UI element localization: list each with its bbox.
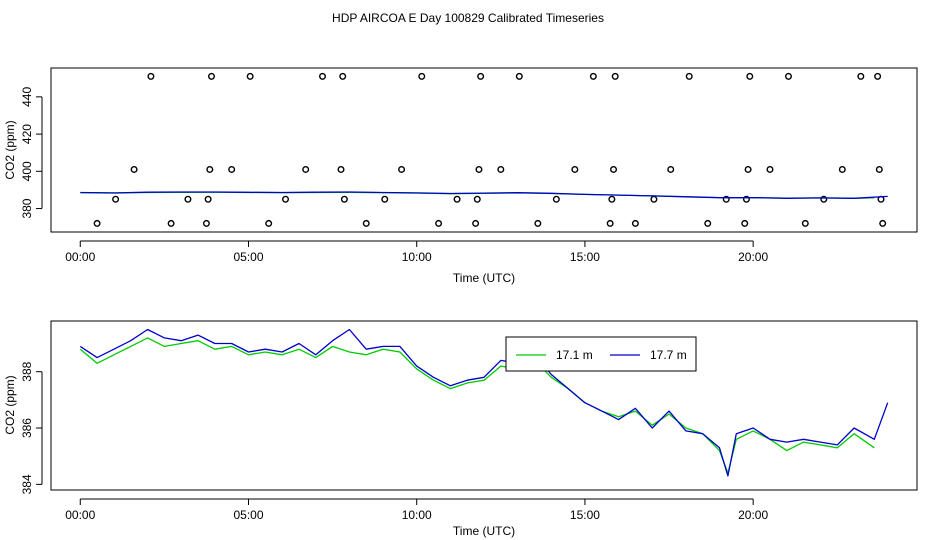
upper-x-axis-label: Time (UTC) bbox=[453, 271, 515, 285]
upper-data-point bbox=[418, 72, 426, 80]
upper-data-point bbox=[589, 72, 597, 80]
lower-y-tick-label: 388 bbox=[20, 361, 34, 381]
upper-data-point bbox=[362, 219, 370, 227]
lower-plot-marks bbox=[79, 328, 889, 477]
upper-data-point bbox=[606, 219, 614, 227]
lower-panel: 00:00 05:00 10:00 15:00 20:00 384 386 388 Time… bbox=[3, 320, 918, 538]
upper-data-point bbox=[746, 72, 754, 80]
upper-data-point bbox=[398, 165, 406, 173]
upper-y-tick-label: 440 bbox=[20, 87, 34, 107]
upper-data-point bbox=[265, 219, 273, 227]
lower-x-axis-label: Time (UTC) bbox=[453, 524, 515, 538]
upper-data-point bbox=[552, 195, 560, 203]
upper-data-point bbox=[202, 219, 210, 227]
upper-y-axis-label: CO2 (ppm) bbox=[3, 120, 17, 179]
upper-series-line-2 bbox=[80, 191, 888, 199]
lower-x-tick-label: 20:00 bbox=[738, 508, 768, 522]
upper-y-tick-label: 380 bbox=[20, 198, 34, 218]
upper-data-point bbox=[337, 165, 345, 173]
upper-data-point bbox=[611, 72, 619, 80]
upper-data-point bbox=[534, 219, 542, 227]
lower-y-tick-label: 386 bbox=[20, 418, 34, 438]
upper-data-point bbox=[744, 165, 752, 173]
upper-data-point bbox=[608, 195, 616, 203]
upper-data-point bbox=[801, 219, 809, 227]
upper-data-point bbox=[704, 219, 712, 227]
upper-plot-frame bbox=[50, 67, 918, 233]
upper-panel: 00:00 05:00 10:00 15:00 20:00 380 400 420 440 T… bbox=[3, 67, 918, 285]
upper-data-point bbox=[340, 195, 348, 203]
lower-x-tick-label: 00:00 bbox=[65, 508, 95, 522]
upper-data-point bbox=[206, 165, 214, 173]
upper-data-point bbox=[610, 165, 618, 173]
upper-data-point bbox=[473, 195, 481, 203]
upper-data-point bbox=[381, 195, 389, 203]
upper-x-tick-label: 05:00 bbox=[233, 250, 263, 264]
legend-box bbox=[505, 336, 697, 372]
upper-data-point bbox=[722, 195, 730, 203]
lower-series-line-1 bbox=[79, 328, 889, 477]
legend-label-17-7m: 17.7 m bbox=[650, 348, 687, 362]
upper-data-point bbox=[875, 165, 883, 173]
legend-label-17-1m: 17.1 m bbox=[556, 348, 593, 362]
upper-data-point bbox=[650, 195, 658, 203]
upper-data-point bbox=[147, 72, 155, 80]
upper-data-point bbox=[281, 195, 289, 203]
upper-data-point bbox=[874, 72, 882, 80]
upper-data-point bbox=[472, 219, 480, 227]
upper-data-point bbox=[435, 219, 443, 227]
lower-x-tick-label: 05:00 bbox=[233, 508, 263, 522]
upper-data-point bbox=[766, 165, 774, 173]
upper-data-point bbox=[857, 72, 865, 80]
upper-data-point bbox=[207, 72, 215, 80]
upper-data-point bbox=[741, 219, 749, 227]
upper-data-point bbox=[204, 195, 212, 203]
lower-y-axis: 384 386 388 bbox=[20, 361, 43, 494]
upper-data-point bbox=[453, 195, 461, 203]
upper-data-point bbox=[93, 219, 101, 227]
upper-data-point bbox=[228, 165, 236, 173]
upper-x-tick-label: 00:00 bbox=[65, 250, 95, 264]
legend: 17.1 m 17.7 m bbox=[505, 336, 697, 372]
lower-series-line-0 bbox=[79, 337, 875, 474]
lower-x-axis: 00:00 05:00 10:00 15:00 20:00 bbox=[65, 498, 768, 522]
lower-y-tick-label: 384 bbox=[20, 474, 34, 494]
upper-data-point bbox=[302, 165, 310, 173]
upper-data-point bbox=[167, 219, 175, 227]
upper-data-point bbox=[784, 72, 792, 80]
figure-title: HDP AIRCOA E Day 100829 Calibrated Times… bbox=[332, 11, 604, 25]
upper-data-point bbox=[497, 165, 505, 173]
upper-data-point bbox=[667, 165, 675, 173]
lower-x-tick-label: 10:00 bbox=[402, 508, 432, 522]
upper-data-point bbox=[130, 165, 138, 173]
lower-y-axis-label: CO2 (ppm) bbox=[3, 375, 17, 434]
upper-data-point bbox=[685, 72, 693, 80]
upper-data-point bbox=[246, 72, 254, 80]
upper-data-point bbox=[475, 165, 483, 173]
upper-x-axis: 00:00 05:00 10:00 15:00 20:00 bbox=[65, 240, 768, 264]
upper-x-tick-label: 15:00 bbox=[570, 250, 600, 264]
lower-x-tick-label: 15:00 bbox=[570, 508, 600, 522]
upper-data-point bbox=[339, 72, 347, 80]
upper-data-point bbox=[571, 165, 579, 173]
upper-data-point bbox=[184, 195, 192, 203]
upper-data-point bbox=[838, 165, 846, 173]
lower-plot-frame bbox=[50, 320, 918, 491]
upper-data-point bbox=[477, 72, 485, 80]
upper-data-point bbox=[879, 219, 887, 227]
upper-y-tick-label: 420 bbox=[20, 124, 34, 144]
upper-y-axis: 380 400 420 440 bbox=[20, 87, 43, 219]
upper-data-point bbox=[631, 219, 639, 227]
upper-y-tick-label: 400 bbox=[20, 161, 34, 181]
upper-data-point bbox=[820, 195, 828, 203]
upper-data-point bbox=[742, 195, 750, 203]
upper-x-tick-label: 10:00 bbox=[402, 250, 432, 264]
upper-x-tick-label: 20:00 bbox=[738, 250, 768, 264]
upper-data-point bbox=[515, 72, 523, 80]
upper-plot-marks bbox=[80, 72, 888, 227]
upper-data-point bbox=[319, 72, 327, 80]
upper-data-point bbox=[112, 195, 120, 203]
